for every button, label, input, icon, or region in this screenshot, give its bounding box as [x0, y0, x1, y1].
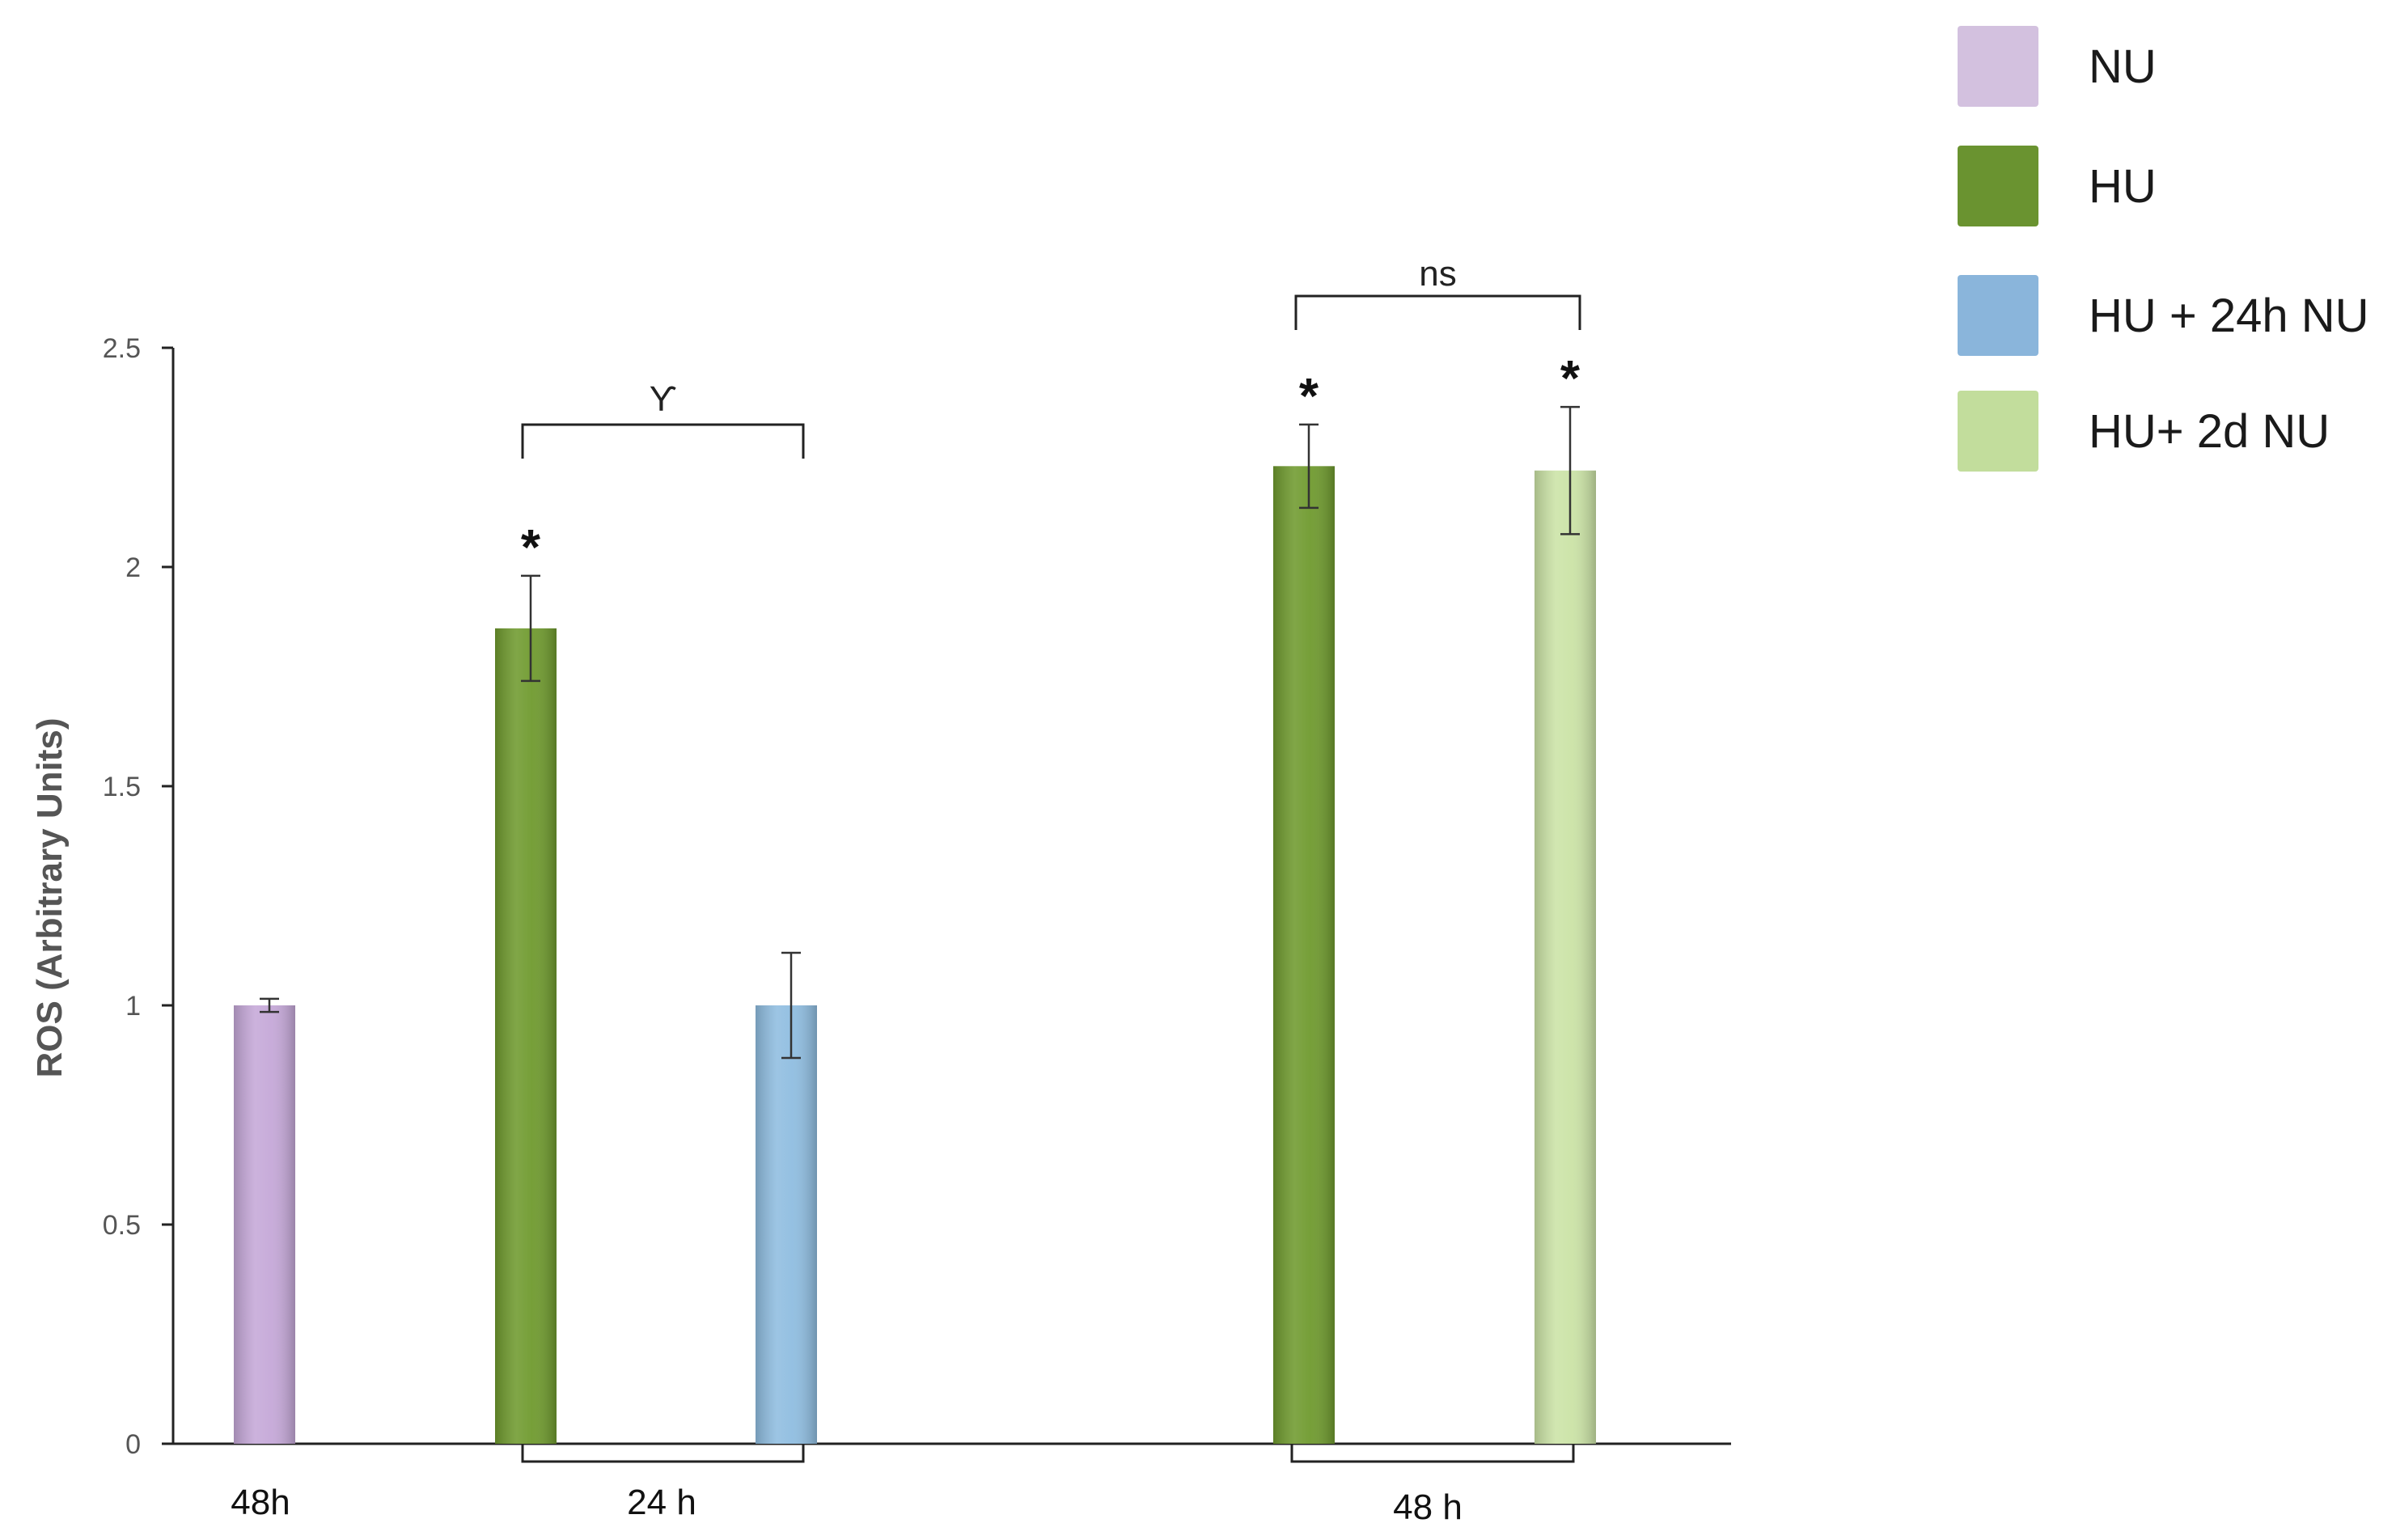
y-tick-label: 0.5 [103, 1210, 141, 1241]
legend-swatch [1958, 146, 2038, 226]
bar-shading [1535, 470, 1596, 1444]
group-bracket-24h [521, 1444, 805, 1463]
annotations: * * * ϒns [521, 254, 1581, 576]
comparison-bracket [1294, 294, 1581, 330]
y-axis-label: ROS (Arbitrary Units) [30, 718, 70, 1078]
group-label: 48h [231, 1483, 290, 1522]
axes: 0 0.5 1 1.5 2 2.5 ROS (Arbitrary Units) 48h 24 h… [30, 333, 1731, 1527]
legend-label: HU + 24h NU [2089, 290, 2369, 342]
bars [234, 405, 1596, 1444]
y-tick-label: 1 [125, 991, 141, 1022]
legend-swatch [1958, 26, 2038, 107]
bar-shading [756, 1005, 817, 1444]
legend-swatch [1958, 275, 2038, 356]
y-tick-label: 2 [125, 552, 141, 583]
bar-shading [1273, 466, 1335, 1444]
y-tick-label: 1.5 [103, 772, 141, 802]
significance-star: * [521, 520, 541, 576]
comparison-label: ns [1419, 254, 1456, 294]
legend: NU HU HU + 24h NU HU+ 2d NU [1958, 26, 2369, 472]
legend-label: NU [2089, 40, 2157, 93]
comparison-label: ϒ [650, 379, 677, 419]
bar-shading [495, 628, 557, 1444]
group-bracket-48h [1290, 1444, 1575, 1463]
legend-label: HU+ 2d NU [2089, 405, 2330, 458]
legend-swatch [1958, 391, 2038, 472]
y-tick-label: 0 [125, 1429, 141, 1460]
group-label: 24 h [627, 1483, 696, 1522]
legend-label: HU [2089, 160, 2157, 213]
bar-shading [234, 1005, 295, 1444]
group-label: 48 h [1393, 1487, 1463, 1527]
comparison-bracket [521, 423, 805, 459]
y-tick-label: 2.5 [103, 333, 141, 364]
significance-star: * [1560, 351, 1581, 407]
significance-star: * [1299, 369, 1319, 425]
